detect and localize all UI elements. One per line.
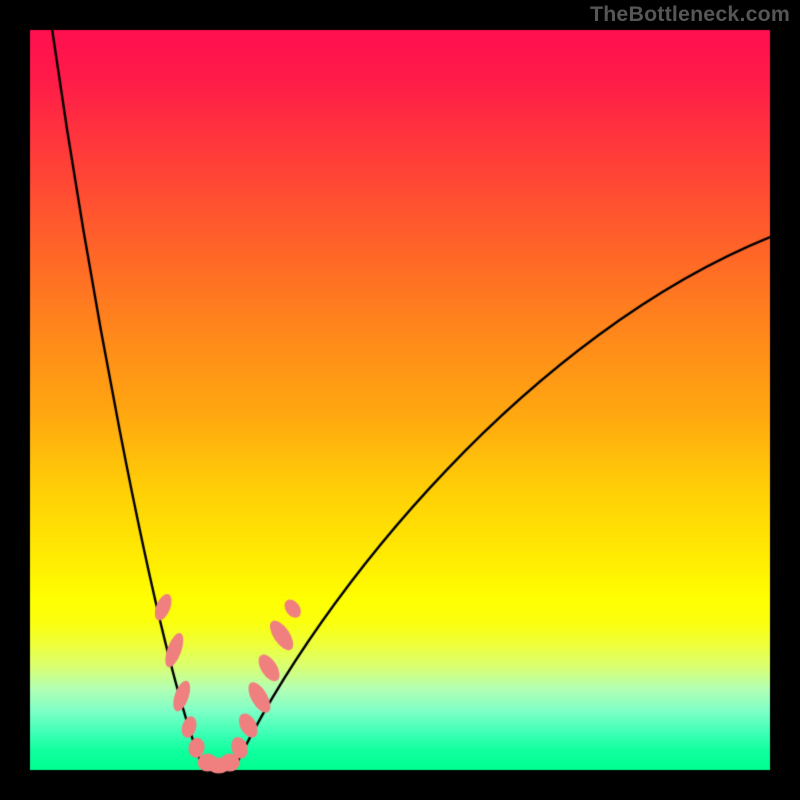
chart-container: TheBottleneck.com: [0, 0, 800, 800]
bottleneck-chart-canvas: [0, 0, 800, 800]
watermark-label: TheBottleneck.com: [590, 2, 790, 27]
